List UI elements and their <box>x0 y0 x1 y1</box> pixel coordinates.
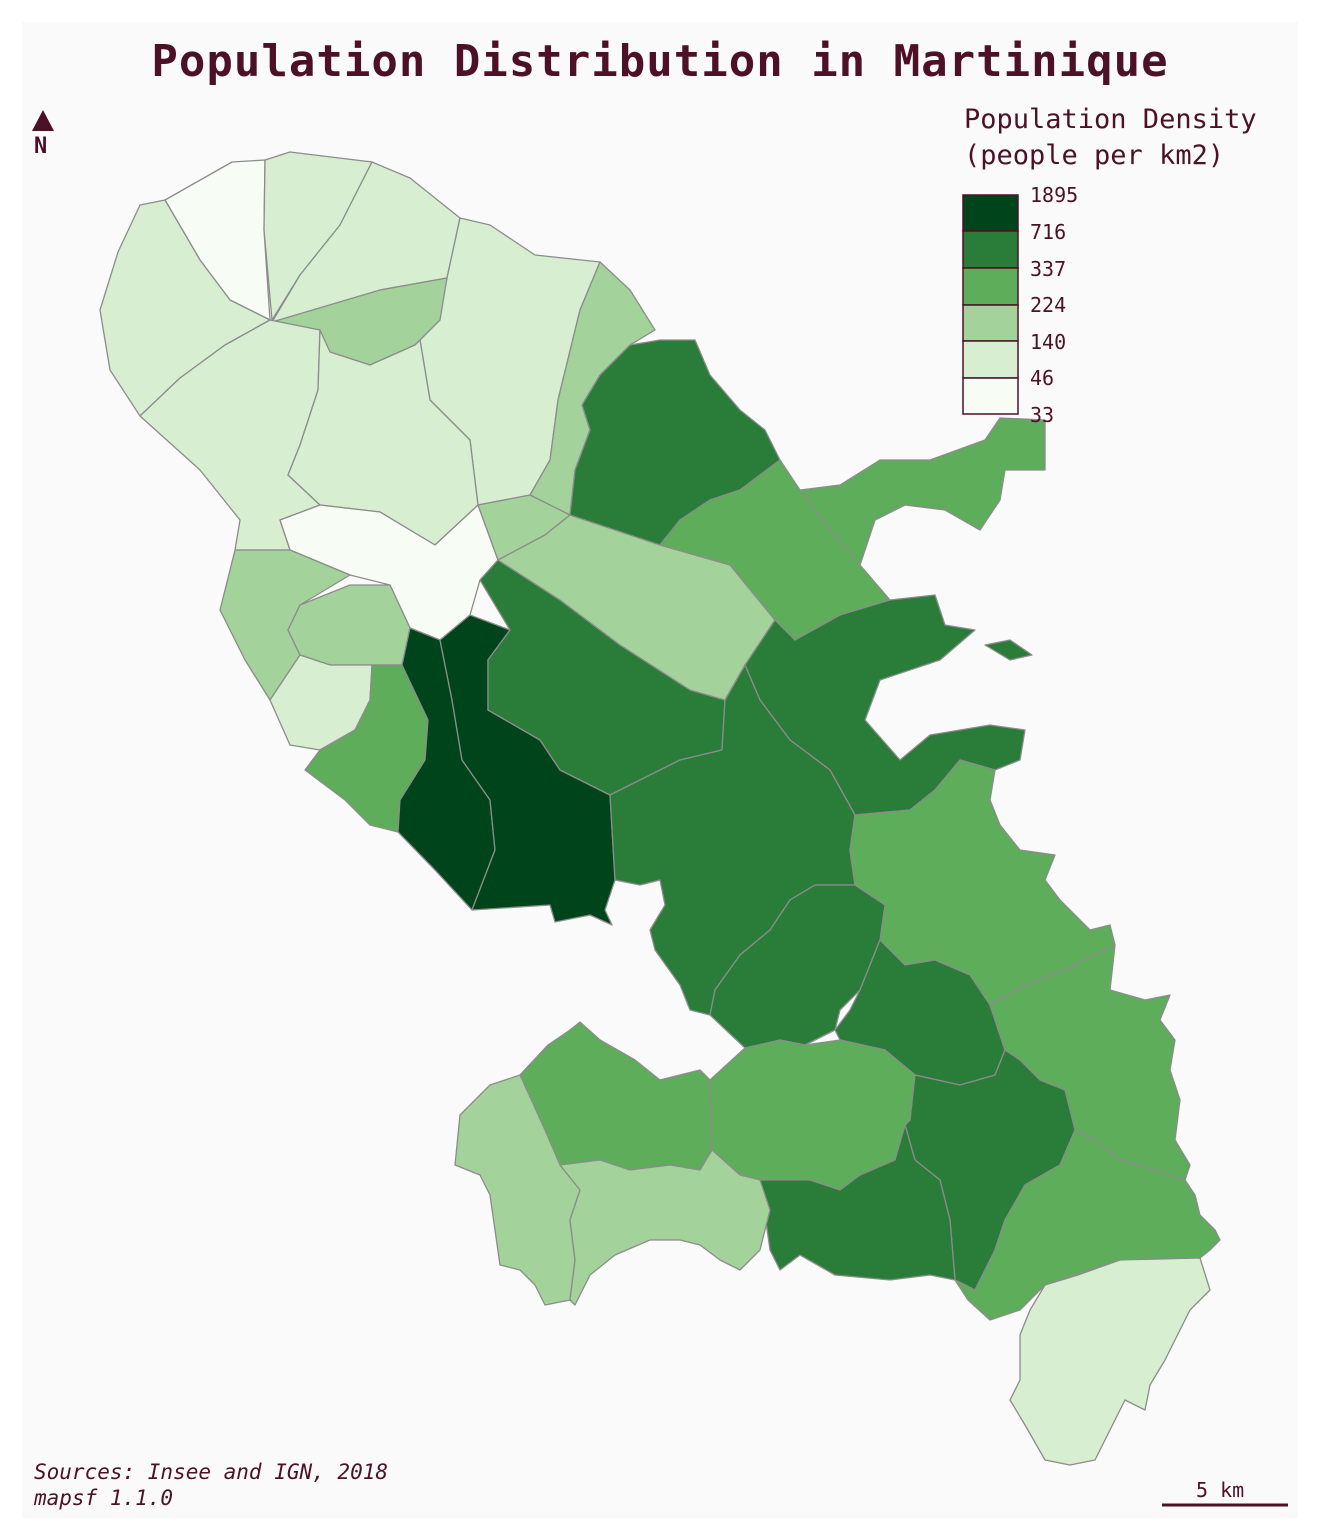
north-arrow-label: N <box>34 134 48 159</box>
legend-break-label: 140 <box>1030 330 1067 354</box>
scale-bar-label: 5 km <box>1196 1478 1245 1502</box>
commune-region[interactable] <box>559 1149 771 1306</box>
map-title: Population Distribution in Martinique <box>151 36 1169 87</box>
legend-title-line2: (people per km2) <box>964 140 1225 171</box>
legend-break-label: 337 <box>1030 257 1067 281</box>
legend-swatch <box>962 340 1019 379</box>
legend-title-line1: Population Density <box>964 104 1257 135</box>
legend-break-label: 46 <box>1030 366 1055 390</box>
legend-color-ramp <box>962 194 1019 415</box>
legend-swatch <box>962 230 1019 269</box>
credits-tool: mapsf 1.1.0 <box>34 1486 174 1510</box>
north-arrow-icon <box>32 110 54 131</box>
commune-region[interactable] <box>984 639 1033 661</box>
legend-break-label: 33 <box>1030 403 1055 427</box>
legend-break-label: 224 <box>1030 293 1067 317</box>
legend-swatch <box>962 304 1019 342</box>
commune-region[interactable] <box>1009 1257 1211 1466</box>
legend-break-label: 1895 <box>1030 183 1079 207</box>
commune-region[interactable] <box>279 504 499 641</box>
legend-break-label: 716 <box>1030 220 1067 244</box>
commune-region[interactable] <box>954 1129 1221 1321</box>
legend-swatch <box>962 194 1019 232</box>
legend-swatch <box>962 267 1019 306</box>
credits-source: Sources: Insee and IGN, 2018 <box>34 1460 389 1484</box>
commune-region[interactable] <box>799 417 1046 566</box>
commune-region[interactable] <box>759 1124 956 1281</box>
legend-swatch <box>962 377 1019 415</box>
